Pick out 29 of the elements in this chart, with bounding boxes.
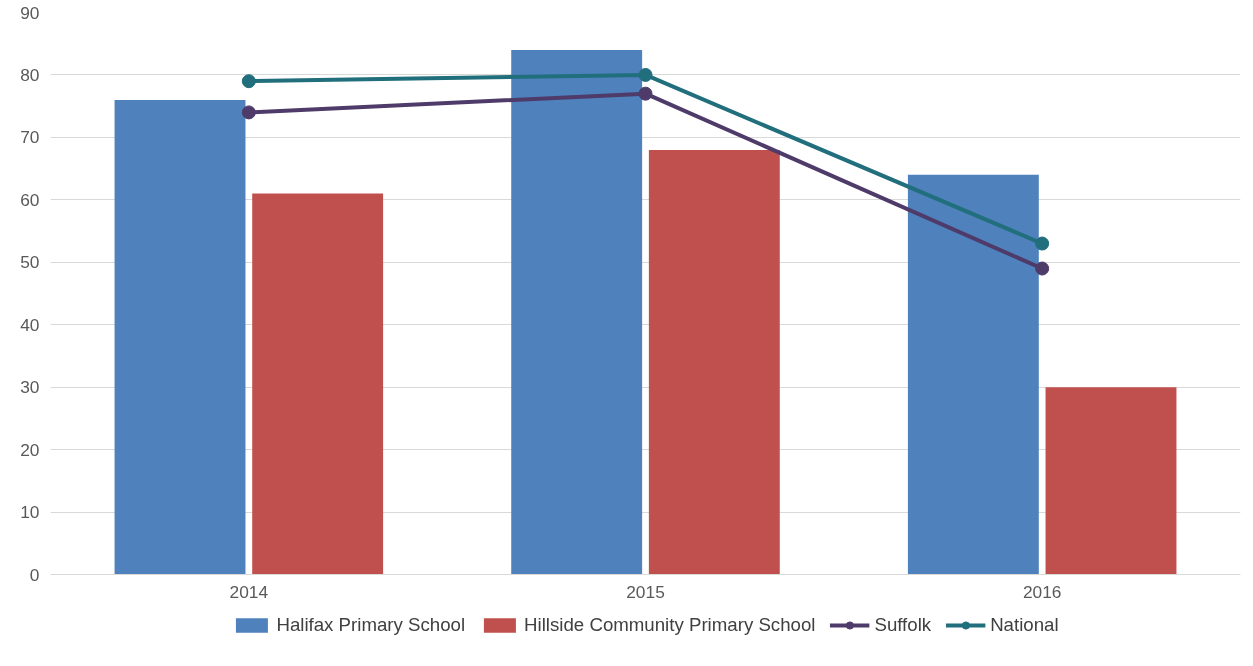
point	[241, 105, 256, 120]
x-tick-label: 2015	[626, 581, 665, 602]
point	[638, 67, 653, 82]
y-tick-label: 50	[20, 252, 40, 273]
bar	[114, 99, 246, 575]
legend-label: Suffolk	[874, 614, 932, 636]
y-tick-label: 80	[20, 64, 40, 85]
y-tick-label: 70	[20, 127, 40, 148]
bar	[907, 174, 1039, 575]
x-tick-label: 2016	[1022, 581, 1062, 602]
y-tick-label: 90	[20, 2, 40, 23]
point	[638, 86, 653, 101]
y-tick-label: 30	[20, 377, 40, 398]
y-tick-label: 20	[20, 439, 40, 460]
y-tick-label: 0	[29, 564, 40, 585]
point	[1035, 261, 1050, 276]
bar	[252, 193, 384, 575]
point	[241, 74, 256, 89]
legend-label: National	[990, 614, 1059, 636]
legend-label: Hillside Community Primary School	[524, 614, 816, 636]
bar	[511, 49, 643, 575]
point	[1035, 236, 1050, 251]
y-tick-label: 40	[20, 314, 40, 335]
y-tick-label: 10	[20, 502, 40, 523]
x-tick-label: 2014	[229, 581, 269, 602]
bar	[1045, 387, 1177, 575]
bar	[648, 149, 780, 575]
legend-label: Halifax Primary School	[276, 614, 466, 636]
y-tick-label: 60	[20, 189, 40, 210]
